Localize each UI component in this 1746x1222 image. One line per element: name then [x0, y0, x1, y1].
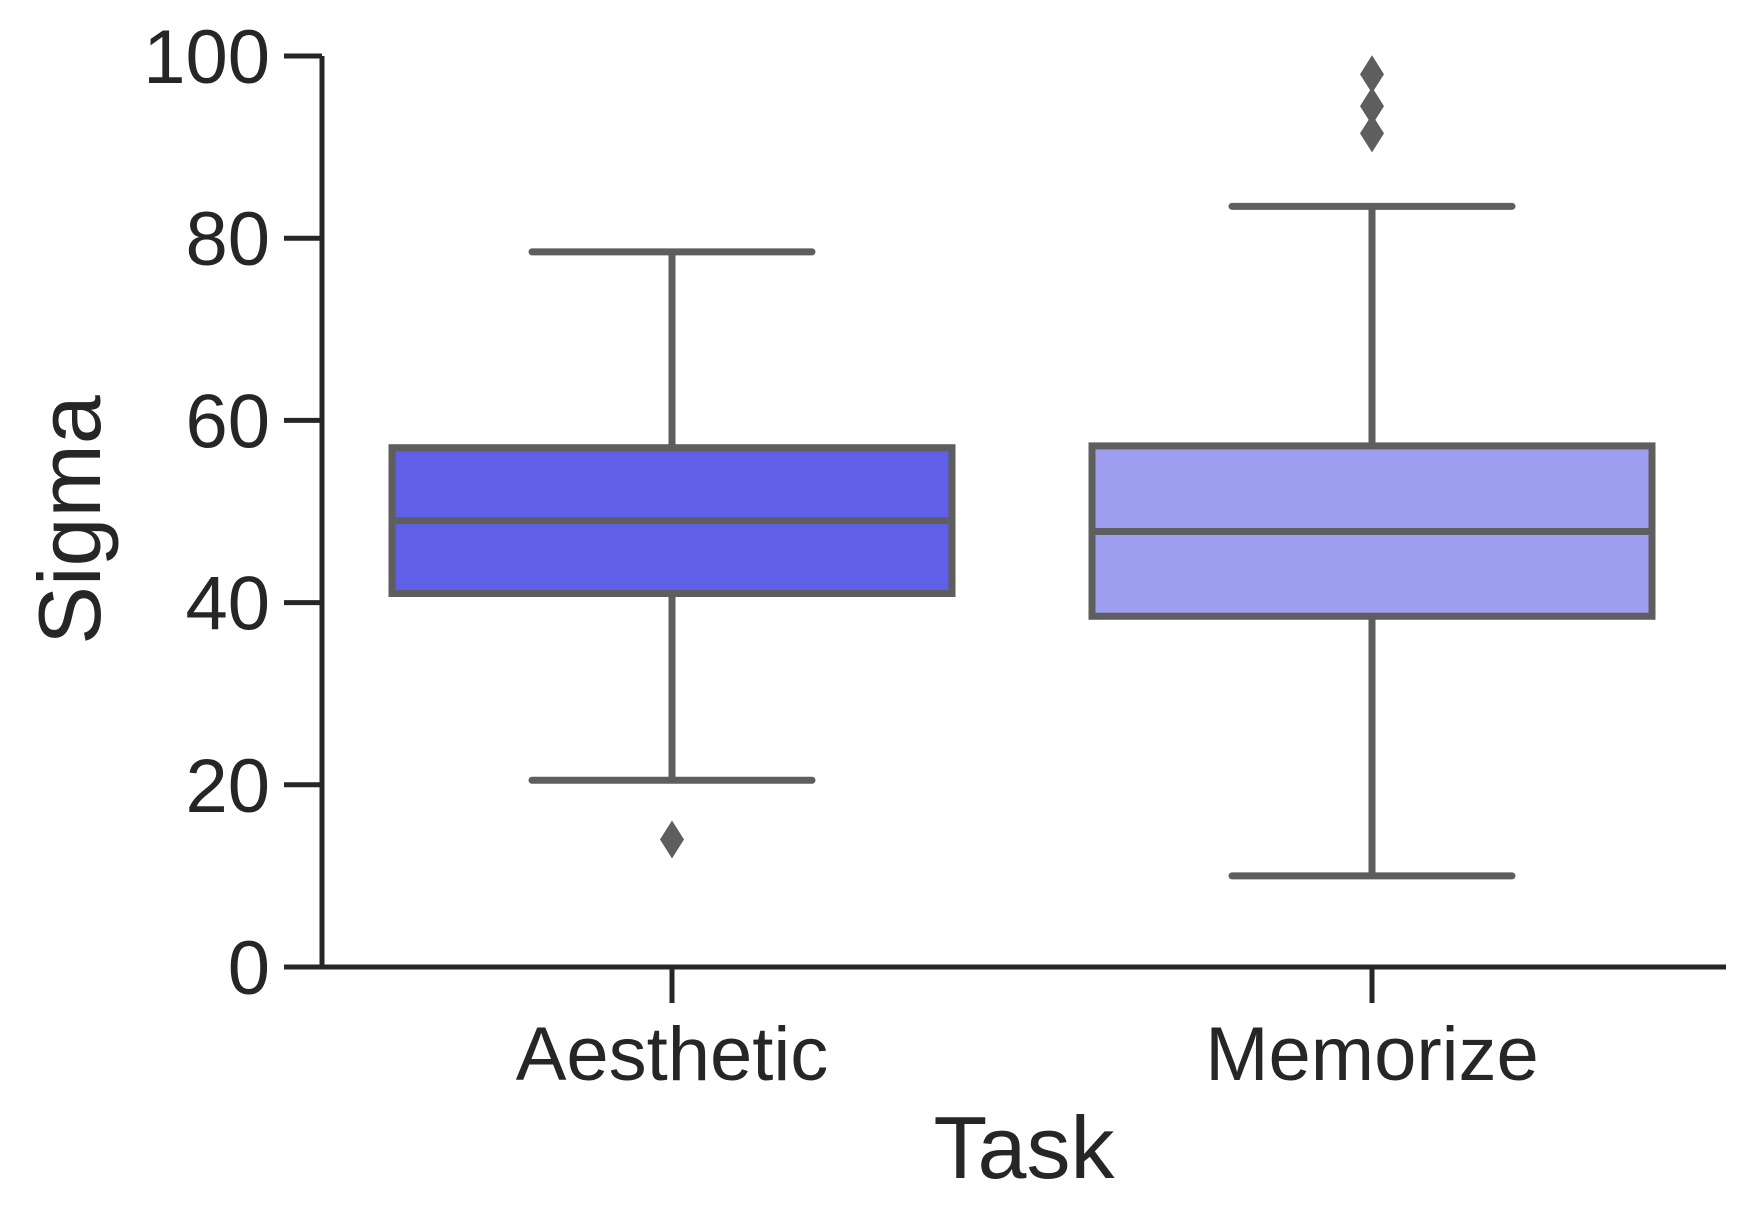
y-axis-title: Sigma	[20, 395, 119, 644]
boxes-layer	[388, 55, 1656, 880]
y-tick-label-20: 20	[185, 744, 270, 829]
y-tick-label-100: 100	[143, 15, 270, 100]
outlier-memorize-2	[1360, 87, 1384, 126]
outlier-aesthetic-1	[660, 820, 684, 859]
outlier-memorize-3	[1360, 55, 1384, 94]
outlier-memorize-1	[1360, 114, 1384, 153]
box-group-aesthetic	[388, 248, 956, 859]
box-group-memorize	[1088, 55, 1656, 880]
axes	[319, 56, 1726, 970]
y-tick-label-80: 80	[185, 197, 270, 282]
y-tick-label-40: 40	[185, 562, 270, 647]
x-axis-title: Task	[934, 1098, 1116, 1197]
x-tick-label-memorize: Memorize	[1205, 1012, 1539, 1097]
x-tick-label-aesthetic: Aesthetic	[516, 1012, 829, 1097]
y-tick-label-0: 0	[228, 926, 270, 1011]
y-tick-label-60: 60	[185, 379, 270, 464]
y-ticks: 0 20 40 60 80 100	[143, 15, 322, 1011]
x-ticks: Aesthetic Memorize	[516, 967, 1539, 1097]
